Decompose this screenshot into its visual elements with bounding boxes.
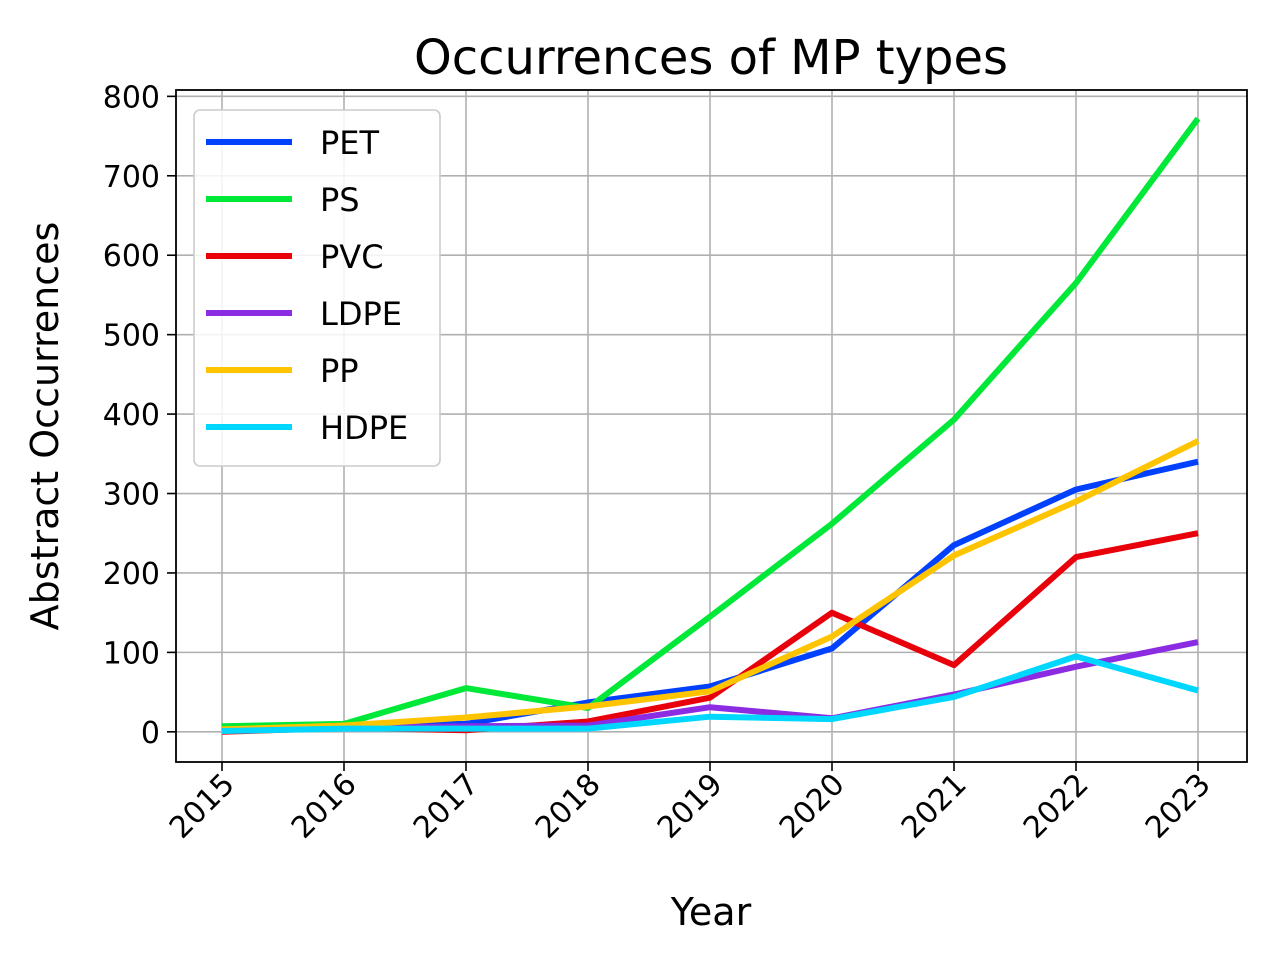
y-tick-label: 600 <box>103 239 160 274</box>
y-tick-label: 100 <box>103 636 160 671</box>
series-lines <box>221 116 1201 735</box>
x-tick-label: 2022 <box>1017 767 1096 846</box>
legend: PET PS PVC LDPE PP HDPE <box>193 109 441 467</box>
x-tick-label: 2020 <box>773 767 852 846</box>
legend-label-ldpe: LDPE <box>320 295 402 333</box>
series-line-hdpe <box>221 653 1199 734</box>
legend-label-hdpe: HDPE <box>320 409 408 447</box>
y-axis-ticks: 0 100 200 300 400 500 600 700 800 <box>103 80 176 751</box>
plot-area-frame <box>175 89 1248 763</box>
x-tick-label: 2021 <box>895 767 974 846</box>
chart-title: Occurrences of MP types <box>414 30 1008 86</box>
legend-label-pp: PP <box>320 352 359 390</box>
y-tick-label: 200 <box>103 557 160 592</box>
legend-label-ps: PS <box>320 181 360 219</box>
y-tick-label: 400 <box>103 398 160 433</box>
x-tick-label: 2016 <box>285 767 364 846</box>
series-line-ps <box>221 116 1201 730</box>
x-axis-ticks: 2015 2016 2017 2018 2019 2020 2021 2022 2023 <box>163 762 1218 846</box>
x-tick-label: 2017 <box>407 767 486 846</box>
x-tick-label: 2015 <box>163 767 242 846</box>
y-axis-label: Abstract Occurrences <box>23 222 67 631</box>
y-tick-label: 700 <box>103 160 160 195</box>
y-tick-label: 500 <box>103 319 160 354</box>
x-tick-label: 2019 <box>651 767 730 846</box>
x-tick-label: 2018 <box>529 767 608 846</box>
legend-label-pvc: PVC <box>320 238 384 276</box>
y-tick-label: 800 <box>103 80 160 115</box>
y-tick-label: 0 <box>141 716 160 751</box>
x-tick-label: 2023 <box>1139 767 1218 846</box>
x-axis-label: Year <box>670 890 752 934</box>
y-tick-label: 300 <box>103 478 160 513</box>
legend-label-pet: PET <box>320 124 380 162</box>
